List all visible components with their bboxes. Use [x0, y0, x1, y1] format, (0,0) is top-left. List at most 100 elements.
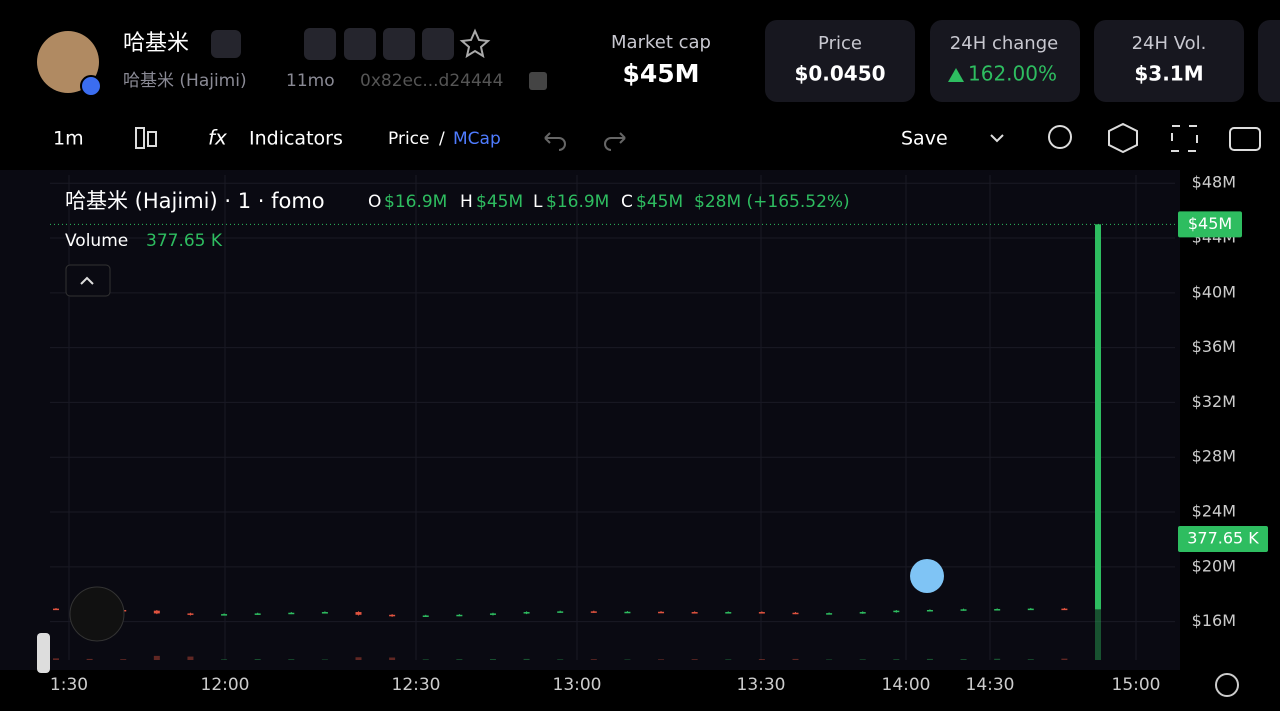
- stat-value: 162.00%: [968, 62, 1057, 86]
- save-button[interactable]: Save: [901, 128, 948, 150]
- avatar: [37, 31, 99, 93]
- candle-body: [187, 613, 194, 615]
- candle-body: [389, 614, 396, 617]
- stat-box: [1258, 20, 1280, 102]
- legend-item: O: [368, 192, 381, 212]
- volume-value: 377.65 K: [146, 231, 223, 251]
- legend-item: H: [460, 192, 473, 212]
- candle-body: [254, 613, 261, 615]
- y-tick-label: $40M: [1192, 282, 1236, 301]
- star-icon[interactable]: [459, 28, 491, 59]
- candle-type-icon[interactable]: [135, 127, 145, 149]
- x-tick-label: 14:30: [966, 675, 1015, 695]
- interval[interactable]: 1m: [53, 128, 84, 150]
- y-tick-label: $16M: [1192, 611, 1236, 630]
- separator: /: [439, 129, 445, 149]
- search-icon[interactable]: [422, 28, 454, 60]
- candle-type-icon[interactable]: [147, 131, 157, 147]
- candle-body: [960, 609, 967, 611]
- stat-box: [765, 20, 915, 102]
- telegram-icon[interactable]: [383, 28, 415, 60]
- volume-tag: [1178, 526, 1268, 552]
- volume-bar: [254, 659, 261, 660]
- side-toggle[interactable]: [37, 633, 50, 673]
- stat-label: Price: [818, 33, 862, 54]
- candle-body: [792, 612, 799, 615]
- x-tick-label: 13:00: [553, 675, 602, 695]
- stat-value: $45M: [622, 59, 699, 88]
- volume-bar: [859, 659, 866, 660]
- volume-bar: [557, 659, 564, 660]
- stat-label: Market cap: [611, 32, 711, 53]
- volume-bar: [187, 656, 194, 660]
- volume-bar: [960, 659, 967, 660]
- indicators-button[interactable]: Indicators: [249, 128, 343, 150]
- volume-bar: [691, 659, 698, 660]
- candle-body: [53, 608, 59, 611]
- candle-body: [725, 612, 732, 614]
- volume-bar: [153, 655, 160, 660]
- y-tick-label: $32M: [1192, 392, 1236, 411]
- candle-body: [1095, 224, 1101, 610]
- volume-bar: [994, 658, 1001, 660]
- up-arrow: [948, 68, 964, 82]
- candle-body: [859, 612, 866, 614]
- collapse-button[interactable]: [65, 264, 111, 297]
- candle-body: [926, 609, 933, 612]
- y-tick-label: $24M: [1192, 502, 1236, 521]
- candle-body: [624, 611, 631, 614]
- legend-item: $16.9M: [546, 192, 609, 212]
- chart-title: 哈基米 (Hajimi) · 1 · fomo: [65, 189, 325, 213]
- volume-bar: [725, 659, 732, 660]
- chart: 1:30 12:00 12:30 13:00 13:30 14:00 14:30 15:00 $…: [50, 173, 1268, 695]
- volume-bar: [792, 658, 799, 660]
- screenshot-icon[interactable]: [1229, 127, 1261, 151]
- price-toggle[interactable]: Price: [388, 129, 429, 149]
- volume-bar: [926, 658, 933, 660]
- volume-bar: [355, 657, 362, 660]
- token-address: 0x82ec...d24444: [360, 71, 503, 91]
- undo-icon[interactable]: [544, 132, 566, 151]
- chevron-up: [80, 276, 94, 285]
- web-icon[interactable]: [304, 28, 336, 60]
- dropdown-icon[interactable]: [990, 134, 1004, 143]
- candle-body: [590, 611, 597, 613]
- fx-icon: fx: [208, 126, 227, 150]
- volume-bar: [893, 659, 900, 660]
- event-marker[interactable]: [910, 559, 944, 593]
- stat-box: [1094, 20, 1244, 102]
- alert-icon[interactable]: [1048, 125, 1072, 149]
- x-icon[interactable]: [344, 28, 376, 60]
- volume-bar: [1061, 658, 1068, 660]
- x-tick-label: 14:00: [882, 675, 931, 695]
- price-tag-label: $45M: [1188, 214, 1232, 233]
- candle-body: [557, 611, 564, 613]
- x-tick-label: 12:30: [392, 675, 441, 695]
- mcap-toggle[interactable]: MCap: [453, 129, 501, 149]
- candle-body: [826, 613, 833, 615]
- settings-icon[interactable]: [1108, 122, 1138, 154]
- stat-label: 24H Vol.: [1132, 33, 1207, 54]
- stat-label: 24H change: [950, 33, 1058, 54]
- volume-bar: [489, 659, 496, 660]
- fullscreen-icon[interactable]: [1171, 125, 1198, 152]
- y-tick-label: $36M: [1192, 337, 1236, 356]
- candle-body: [691, 612, 698, 614]
- candle-body: [658, 611, 665, 614]
- legend-item: $45M: [476, 192, 523, 212]
- copy-icon[interactable]: [529, 72, 547, 90]
- redo-icon[interactable]: [604, 132, 626, 151]
- verified-badge: [80, 75, 102, 97]
- volume-bar: [86, 658, 93, 660]
- candle-body: [758, 612, 765, 614]
- chain-icon[interactable]: [211, 30, 241, 58]
- axis-settings-icon[interactable]: [1215, 673, 1239, 697]
- candle-body: [422, 615, 429, 617]
- volume-bar: [389, 657, 396, 660]
- volume-bar: [658, 659, 665, 660]
- candle-body: [1027, 608, 1034, 611]
- volume-bar: [826, 659, 833, 660]
- legend-item: L: [533, 192, 543, 212]
- volume-bar: [221, 659, 228, 660]
- candle-body: [1061, 608, 1068, 611]
